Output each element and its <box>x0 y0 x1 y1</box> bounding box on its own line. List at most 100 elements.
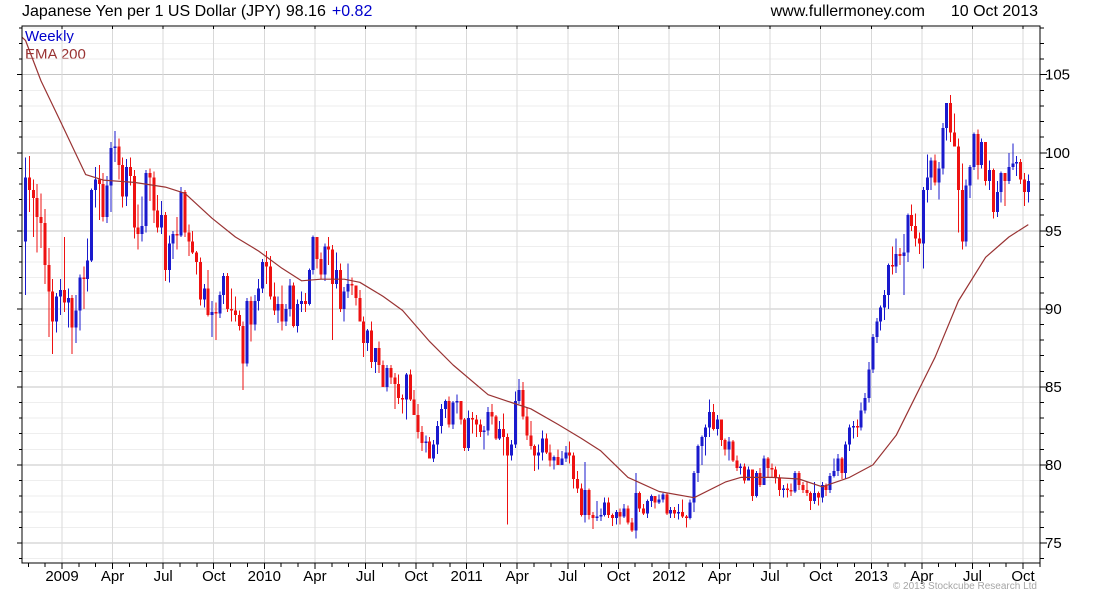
candle <box>836 458 840 472</box>
candle <box>494 416 498 439</box>
candle <box>31 190 35 199</box>
candle <box>603 502 607 515</box>
x-tick-label: Oct <box>607 568 631 585</box>
candle <box>315 237 319 259</box>
candle <box>537 452 541 456</box>
x-tick-label: Apr <box>303 568 326 585</box>
candle <box>715 419 719 430</box>
candle <box>97 179 101 184</box>
candle <box>385 368 389 387</box>
candle <box>474 419 478 425</box>
candle <box>848 427 852 445</box>
candle <box>980 141 984 166</box>
grid-vertical <box>61 26 1024 563</box>
candle <box>148 173 152 178</box>
candle <box>24 177 27 242</box>
candle <box>844 444 848 473</box>
candle <box>875 321 879 337</box>
candle <box>202 288 206 300</box>
candle <box>237 315 241 327</box>
candle <box>303 301 307 305</box>
candle <box>331 249 335 284</box>
candle <box>657 499 661 503</box>
candle <box>894 254 898 267</box>
candle <box>778 477 782 490</box>
candle <box>828 475 832 490</box>
candle <box>482 430 486 433</box>
x-tick-label: Apr <box>910 568 933 585</box>
candle <box>1019 162 1023 180</box>
candle <box>187 232 191 242</box>
candle <box>82 277 86 280</box>
candle <box>642 508 646 514</box>
candle <box>622 508 626 517</box>
candle <box>105 185 109 217</box>
candle <box>498 429 502 439</box>
candle <box>809 493 813 501</box>
grid-major-horizontal <box>22 74 1040 544</box>
x-tick-label: 2013 <box>855 568 888 585</box>
candle <box>987 169 991 181</box>
candle <box>820 485 824 498</box>
candle <box>206 288 210 316</box>
candle <box>925 177 929 191</box>
candle <box>816 493 820 498</box>
candle <box>284 308 288 322</box>
candle <box>758 472 762 486</box>
candle <box>910 215 914 227</box>
candle <box>840 458 844 473</box>
candle <box>226 276 230 309</box>
y-tick-label: 95 <box>1045 223 1062 240</box>
candle <box>408 374 412 400</box>
candle <box>735 460 739 469</box>
candle <box>299 301 303 305</box>
candle <box>692 472 696 503</box>
candle <box>218 294 222 314</box>
x-tick-label: Jul <box>963 568 982 585</box>
candle <box>366 330 370 344</box>
candle <box>233 310 237 316</box>
candle <box>653 496 657 503</box>
candle <box>964 185 968 242</box>
candle <box>467 418 471 448</box>
candle <box>677 511 681 514</box>
copyright: © 2013 Stockcube Research Ltd <box>892 581 1037 592</box>
candle <box>198 262 202 300</box>
x-tick-label: Oct <box>202 568 226 585</box>
candle <box>914 226 918 239</box>
candle <box>241 326 245 364</box>
candle <box>191 241 195 253</box>
candle <box>272 296 276 311</box>
candle <box>638 493 642 509</box>
candle <box>750 469 754 497</box>
candle <box>575 478 579 489</box>
candle <box>436 425 440 445</box>
candle <box>443 400 447 409</box>
candle <box>630 522 634 531</box>
candle <box>505 436 509 456</box>
candle <box>389 368 393 378</box>
x-tick-label: 2011 <box>451 568 483 585</box>
candle <box>599 514 603 517</box>
x-tick-label: 2012 <box>652 568 685 585</box>
candle <box>1026 180 1030 192</box>
candle <box>307 269 311 305</box>
candle <box>960 190 964 242</box>
candle <box>684 516 688 519</box>
candle <box>35 198 39 217</box>
candle <box>90 190 94 261</box>
candle <box>898 254 902 256</box>
candle <box>991 169 995 213</box>
candle <box>863 397 867 411</box>
candle <box>540 438 544 453</box>
x-tick-label: 2009 <box>45 568 78 585</box>
candle <box>78 277 82 311</box>
candle <box>55 296 59 322</box>
candle <box>544 438 548 453</box>
y-tick-label: 80 <box>1045 457 1062 474</box>
candle <box>121 165 125 197</box>
y-tick-label: 105 <box>1045 67 1070 84</box>
candle <box>941 127 945 169</box>
candle <box>179 191 183 236</box>
plot-border <box>21 25 1041 564</box>
